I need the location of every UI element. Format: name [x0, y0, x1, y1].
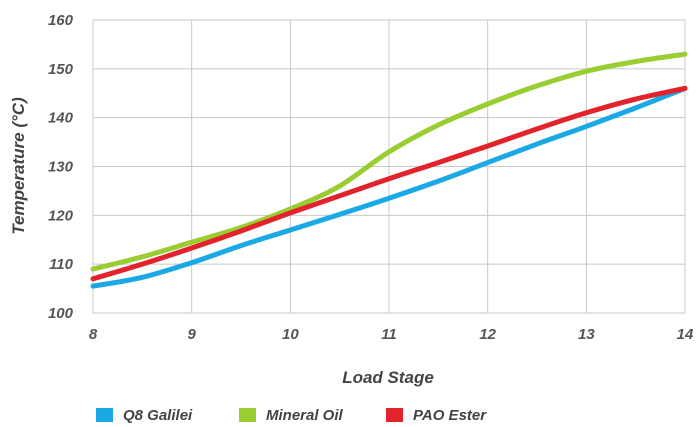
tick-labels: 100 110 120 130 140 150 160 8 9 10 11 12 13 14	[48, 12, 694, 343]
series-line-mineral-oil	[90, 51, 688, 272]
legend-label: PAO Ester	[413, 407, 487, 424]
legend-swatch	[239, 408, 256, 422]
x-tick-label: 10	[282, 326, 299, 343]
legend: Q8 Galilei Mineral Oil PAO Ester	[96, 407, 487, 424]
x-tick-label: 8	[89, 326, 98, 343]
grid	[92, 19, 686, 314]
x-tick-label: 12	[479, 326, 496, 343]
series-line-q8-galilei	[90, 85, 688, 289]
y-tick-label: 120	[48, 207, 74, 224]
legend-label: Mineral Oil	[266, 407, 344, 424]
series-lines	[90, 51, 688, 289]
x-tick-label: 9	[187, 326, 196, 343]
x-axis-title: Load Stage	[342, 368, 434, 387]
y-axis-title: Temperature (°C)	[9, 97, 28, 235]
x-tick-label: 14	[677, 326, 694, 343]
legend-label: Q8 Galilei	[123, 407, 193, 424]
y-tick-label: 160	[48, 12, 74, 29]
legend-swatch	[386, 408, 403, 422]
x-tick-label: 11	[381, 326, 397, 343]
legend-swatch	[96, 408, 113, 422]
y-tick-label: 110	[49, 256, 74, 273]
y-tick-label: 100	[48, 305, 74, 322]
y-tick-label: 130	[48, 159, 74, 176]
x-tick-label: 13	[578, 326, 595, 343]
y-tick-label: 150	[48, 61, 74, 78]
y-tick-label: 140	[48, 110, 74, 127]
series-line-pao-ester	[90, 85, 688, 282]
